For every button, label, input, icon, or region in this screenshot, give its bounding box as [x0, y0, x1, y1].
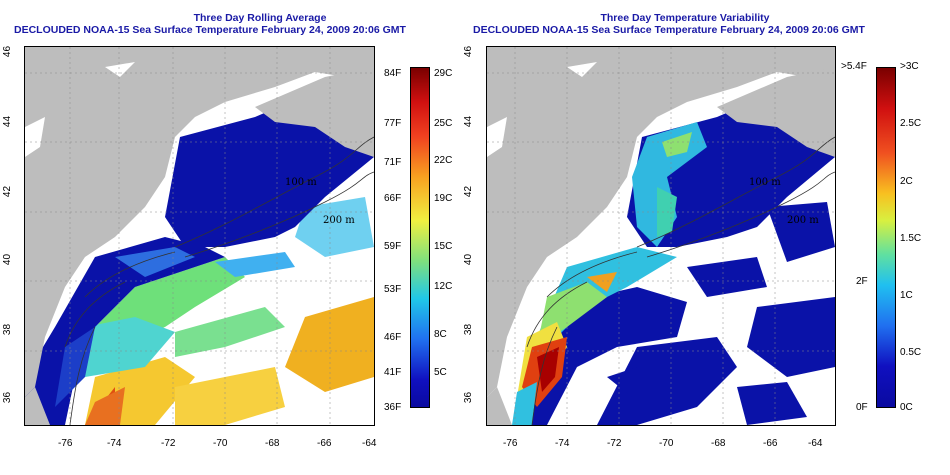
x-tick--66: -66 [317, 438, 332, 449]
left-sst-map: 100 m 200 m [24, 46, 375, 426]
cb-left-f-41: 41F [384, 367, 402, 378]
left-title-line1: Three Day Rolling Average [193, 12, 327, 24]
cb-right-c-2: 2C [900, 176, 913, 187]
y-tick-46: 46 [2, 45, 14, 58]
left-temperature-colorbar [410, 67, 430, 408]
cb-left-c-29: 29C [434, 68, 453, 79]
contour-label-200m-left: 200 m [323, 215, 355, 226]
cb-left-c-8: 8C [434, 329, 447, 340]
cb-left-c-19: 19C [434, 193, 453, 204]
cb-left-f-36: 36F [384, 402, 402, 413]
x-tick--76: -76 [58, 438, 73, 449]
cb-right-c-1: 1C [900, 290, 913, 301]
cb-left-c-5: 5C [434, 367, 447, 378]
rx-tick--64: -64 [808, 438, 823, 449]
contour-label-100m-right: 100 m [749, 177, 781, 188]
ry-tick-38: 38 [463, 323, 475, 336]
right-title-line2: DECLOUDED NOAA-15 Sea Surface Temperatur… [473, 24, 865, 36]
cb-right-c-1.5: 1.5C [900, 233, 922, 244]
cb-left-c-12: 12C [434, 281, 453, 292]
right-title-line1: Three Day Temperature Variability [600, 12, 770, 24]
x-tick--74: -74 [107, 438, 122, 449]
cb-right-f-2: 2F [856, 276, 868, 287]
right-variability-map: 100 m 200 m [486, 46, 836, 426]
cb-left-f-84: 84F [384, 68, 402, 79]
cb-left-f-71: 71F [384, 157, 402, 168]
ry-tick-46: 46 [463, 45, 475, 58]
cb-left-f-53: 53F [384, 284, 402, 295]
cb-right-f-max: >5.4F [841, 61, 867, 72]
y-tick-40: 40 [2, 253, 14, 266]
right-variability-colorbar [876, 67, 896, 408]
ry-tick-36: 36 [463, 391, 475, 404]
contour-label-200m-right: 200 m [787, 215, 819, 226]
ry-tick-40: 40 [463, 253, 475, 266]
x-tick--68: -68 [265, 438, 280, 449]
cb-left-f-46: 46F [384, 332, 402, 343]
cb-right-f-0: 0F [856, 402, 868, 413]
y-tick-44: 44 [2, 115, 14, 128]
left-title-line2: DECLOUDED NOAA-15 Sea Surface Temperatur… [14, 24, 406, 36]
cb-right-c-0: 0C [900, 402, 913, 413]
rx-tick--68: -68 [711, 438, 726, 449]
y-tick-38: 38 [2, 323, 14, 336]
y-tick-42: 42 [2, 185, 14, 198]
cb-left-f-77: 77F [384, 118, 402, 129]
rx-tick--74: -74 [555, 438, 570, 449]
cb-left-c-15: 15C [434, 241, 453, 252]
rx-tick--70: -70 [659, 438, 674, 449]
contour-label-100m-left: 100 m [285, 177, 317, 188]
x-tick--72: -72 [161, 438, 176, 449]
cb-right-c-0.5: 0.5C [900, 347, 922, 358]
ry-tick-44: 44 [463, 115, 475, 128]
rx-tick--72: -72 [607, 438, 622, 449]
y-tick-36: 36 [2, 391, 14, 404]
cb-left-c-25: 25C [434, 118, 453, 129]
rx-tick--66: -66 [763, 438, 778, 449]
x-tick--64: -64 [362, 438, 377, 449]
cb-right-c-2.5: 2.5C [900, 118, 922, 129]
cb-left-c-22: 22C [434, 155, 453, 166]
ry-tick-42: 42 [463, 185, 475, 198]
rx-tick--76: -76 [503, 438, 518, 449]
x-tick--70: -70 [213, 438, 228, 449]
cb-right-c-max: >3C [900, 61, 919, 72]
cb-left-f-66: 66F [384, 193, 402, 204]
cb-left-f-59: 59F [384, 241, 402, 252]
